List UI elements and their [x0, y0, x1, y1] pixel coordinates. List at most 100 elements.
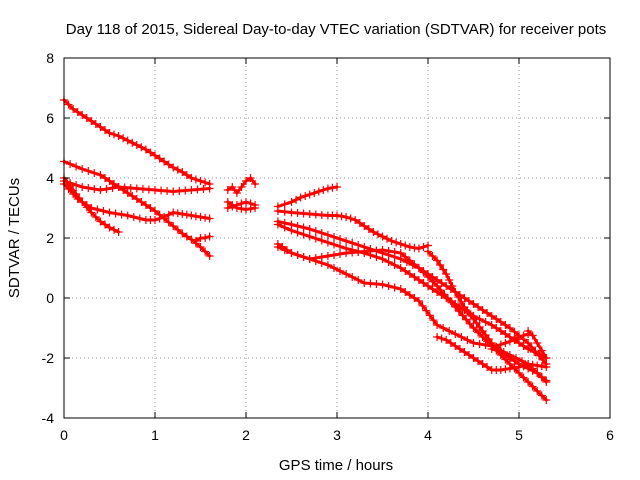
- data-point: [483, 363, 492, 371]
- data-point: [123, 189, 132, 197]
- data-point: [433, 282, 442, 290]
- data-point: [201, 213, 210, 222]
- data-point: [273, 243, 282, 251]
- data-point: [90, 169, 99, 177]
- data-point: [542, 396, 551, 404]
- data-point: [128, 138, 137, 147]
- data-point: [524, 360, 533, 368]
- data-point: [515, 333, 523, 341]
- data-point: [433, 333, 442, 341]
- series-arc-5: [60, 157, 214, 260]
- data-point: [78, 111, 87, 119]
- data-point: [69, 105, 78, 113]
- tick-layer: 0 1 2 3 4 5 6 -4 -2 0 2 4 6 8: [42, 50, 615, 443]
- data-point: [169, 222, 178, 230]
- series-arc-19: [524, 327, 551, 362]
- data-point: [533, 361, 542, 370]
- x-tick-label: 2: [242, 427, 250, 443]
- data-point: [524, 345, 533, 353]
- y-tick-label: -2: [42, 350, 55, 366]
- data-point: [64, 185, 73, 193]
- data-point: [201, 178, 210, 187]
- data-point: [439, 265, 448, 274]
- data-point: [414, 297, 423, 305]
- data-point: [311, 227, 320, 235]
- data-point: [396, 249, 405, 257]
- data-point: [510, 357, 519, 365]
- data-point: [228, 183, 237, 191]
- data-point: [483, 309, 492, 317]
- data-point: [182, 210, 191, 219]
- x-tick-label: 5: [515, 427, 523, 443]
- data-point: [119, 134, 128, 143]
- data-point: [146, 148, 155, 157]
- data-point: [455, 345, 464, 353]
- data-point: [474, 357, 482, 365]
- data-point: [91, 213, 100, 221]
- series-arc-13: [273, 220, 551, 362]
- data-point: [401, 241, 410, 250]
- data-point: [445, 327, 454, 335]
- data-point: [228, 202, 237, 211]
- data-point: [405, 243, 414, 251]
- data-point: [173, 165, 182, 174]
- data-point: [462, 315, 471, 324]
- data-point: [373, 230, 382, 239]
- data-point: [305, 232, 314, 241]
- data-point: [469, 300, 478, 308]
- data-point: [428, 285, 437, 293]
- data-point: [178, 210, 187, 218]
- data-point: [542, 363, 551, 371]
- data-point: [273, 207, 282, 215]
- data-point: [436, 261, 445, 269]
- data-point: [524, 327, 533, 335]
- chart-title: Day 118 of 2015, Sidereal Day-to-day VTE…: [66, 21, 607, 38]
- data-point: [287, 249, 296, 257]
- data-point: [387, 237, 396, 245]
- data-point: [319, 186, 328, 194]
- series-line: [276, 245, 548, 402]
- data-point: [487, 321, 496, 329]
- data-point: [448, 282, 457, 290]
- data-point: [69, 190, 78, 198]
- data-point: [305, 225, 314, 233]
- data-point: [501, 330, 510, 338]
- data-point: [317, 253, 326, 261]
- data-point: [105, 177, 114, 185]
- data-point: [287, 198, 296, 206]
- data-point: [437, 279, 446, 287]
- data-point: [475, 340, 484, 348]
- data-point: [78, 198, 87, 206]
- data-point: [422, 306, 431, 315]
- data-point: [492, 324, 501, 332]
- data-point: [310, 189, 319, 197]
- data-point: [305, 190, 314, 199]
- data-point: [428, 277, 437, 286]
- data-point: [457, 298, 466, 306]
- data-point: [299, 223, 308, 232]
- data-point: [537, 391, 546, 400]
- data-point: [196, 177, 205, 185]
- y-axis-title: SDTVAR / TECUs: [6, 178, 23, 298]
- data-point: [237, 199, 246, 208]
- data-point: [232, 189, 241, 197]
- data-point: [447, 298, 456, 307]
- data-point: [533, 387, 542, 395]
- data-point: [501, 351, 510, 359]
- data-point: [505, 337, 514, 346]
- data-point: [223, 204, 232, 212]
- data-point: [454, 293, 463, 301]
- data-point: [105, 223, 114, 232]
- data-point: [469, 339, 478, 347]
- data-point: [91, 120, 100, 128]
- data-point: [317, 236, 326, 245]
- data-point: [242, 205, 250, 214]
- data-point: [93, 205, 102, 214]
- data-point: [542, 376, 551, 385]
- data-point: [323, 231, 332, 239]
- data-point: [424, 282, 432, 290]
- series-arc-7: [223, 174, 260, 197]
- data-point: [280, 223, 289, 232]
- data-point: [414, 244, 423, 253]
- data-point: [111, 209, 120, 218]
